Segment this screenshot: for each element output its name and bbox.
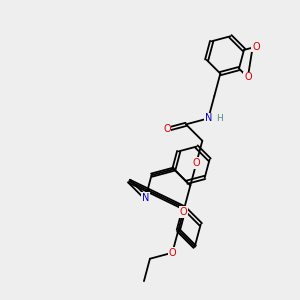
Text: H: H xyxy=(216,114,223,123)
Text: O: O xyxy=(252,42,260,52)
Text: O: O xyxy=(179,207,187,217)
Text: O: O xyxy=(244,72,252,82)
Text: O: O xyxy=(193,158,200,168)
Text: N: N xyxy=(142,193,149,202)
Text: O: O xyxy=(163,124,171,134)
Text: O: O xyxy=(169,248,176,258)
Text: N: N xyxy=(205,113,212,123)
